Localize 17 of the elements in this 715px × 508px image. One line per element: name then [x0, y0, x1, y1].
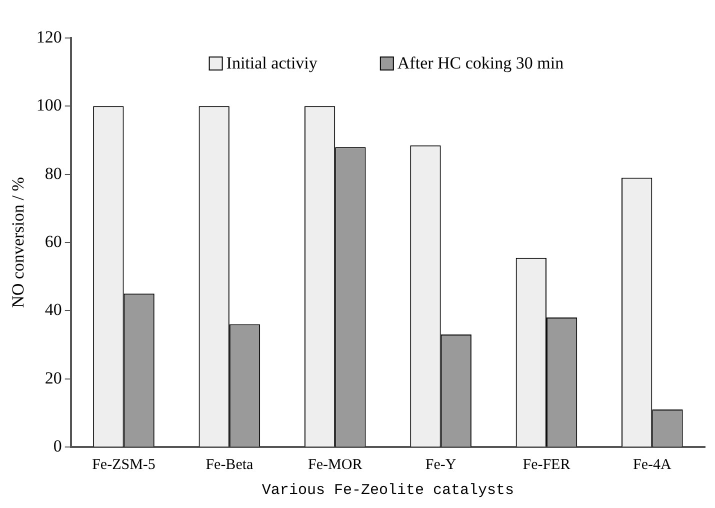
legend-label: After HC coking 30 min	[397, 53, 564, 72]
x-tick-label: Fe-Beta	[206, 456, 254, 473]
x-axis-title: Various Fe-Zeolite catalysts	[262, 482, 514, 499]
x-tick-label: Fe-4A	[632, 456, 672, 473]
y-tick-label: 0	[53, 436, 62, 456]
y-axis-title: NO conversion / %	[8, 177, 28, 308]
x-tick-label: Fe-MOR	[308, 456, 362, 473]
x-tick-label: Fe-Y	[425, 456, 456, 473]
y-tick-label: 100	[36, 96, 62, 115]
x-tick-label: Fe-ZSM-5	[92, 456, 156, 473]
y-tick-label: 60	[44, 232, 62, 251]
y-tick-label: 20	[44, 368, 62, 388]
y-tick-label: 120	[36, 27, 62, 46]
y-tick-label: 80	[44, 164, 62, 183]
legend-label: Initial activiy	[226, 53, 318, 72]
x-tick-label: Fe-FER	[522, 456, 570, 473]
y-tick-label: 40	[44, 300, 62, 320]
